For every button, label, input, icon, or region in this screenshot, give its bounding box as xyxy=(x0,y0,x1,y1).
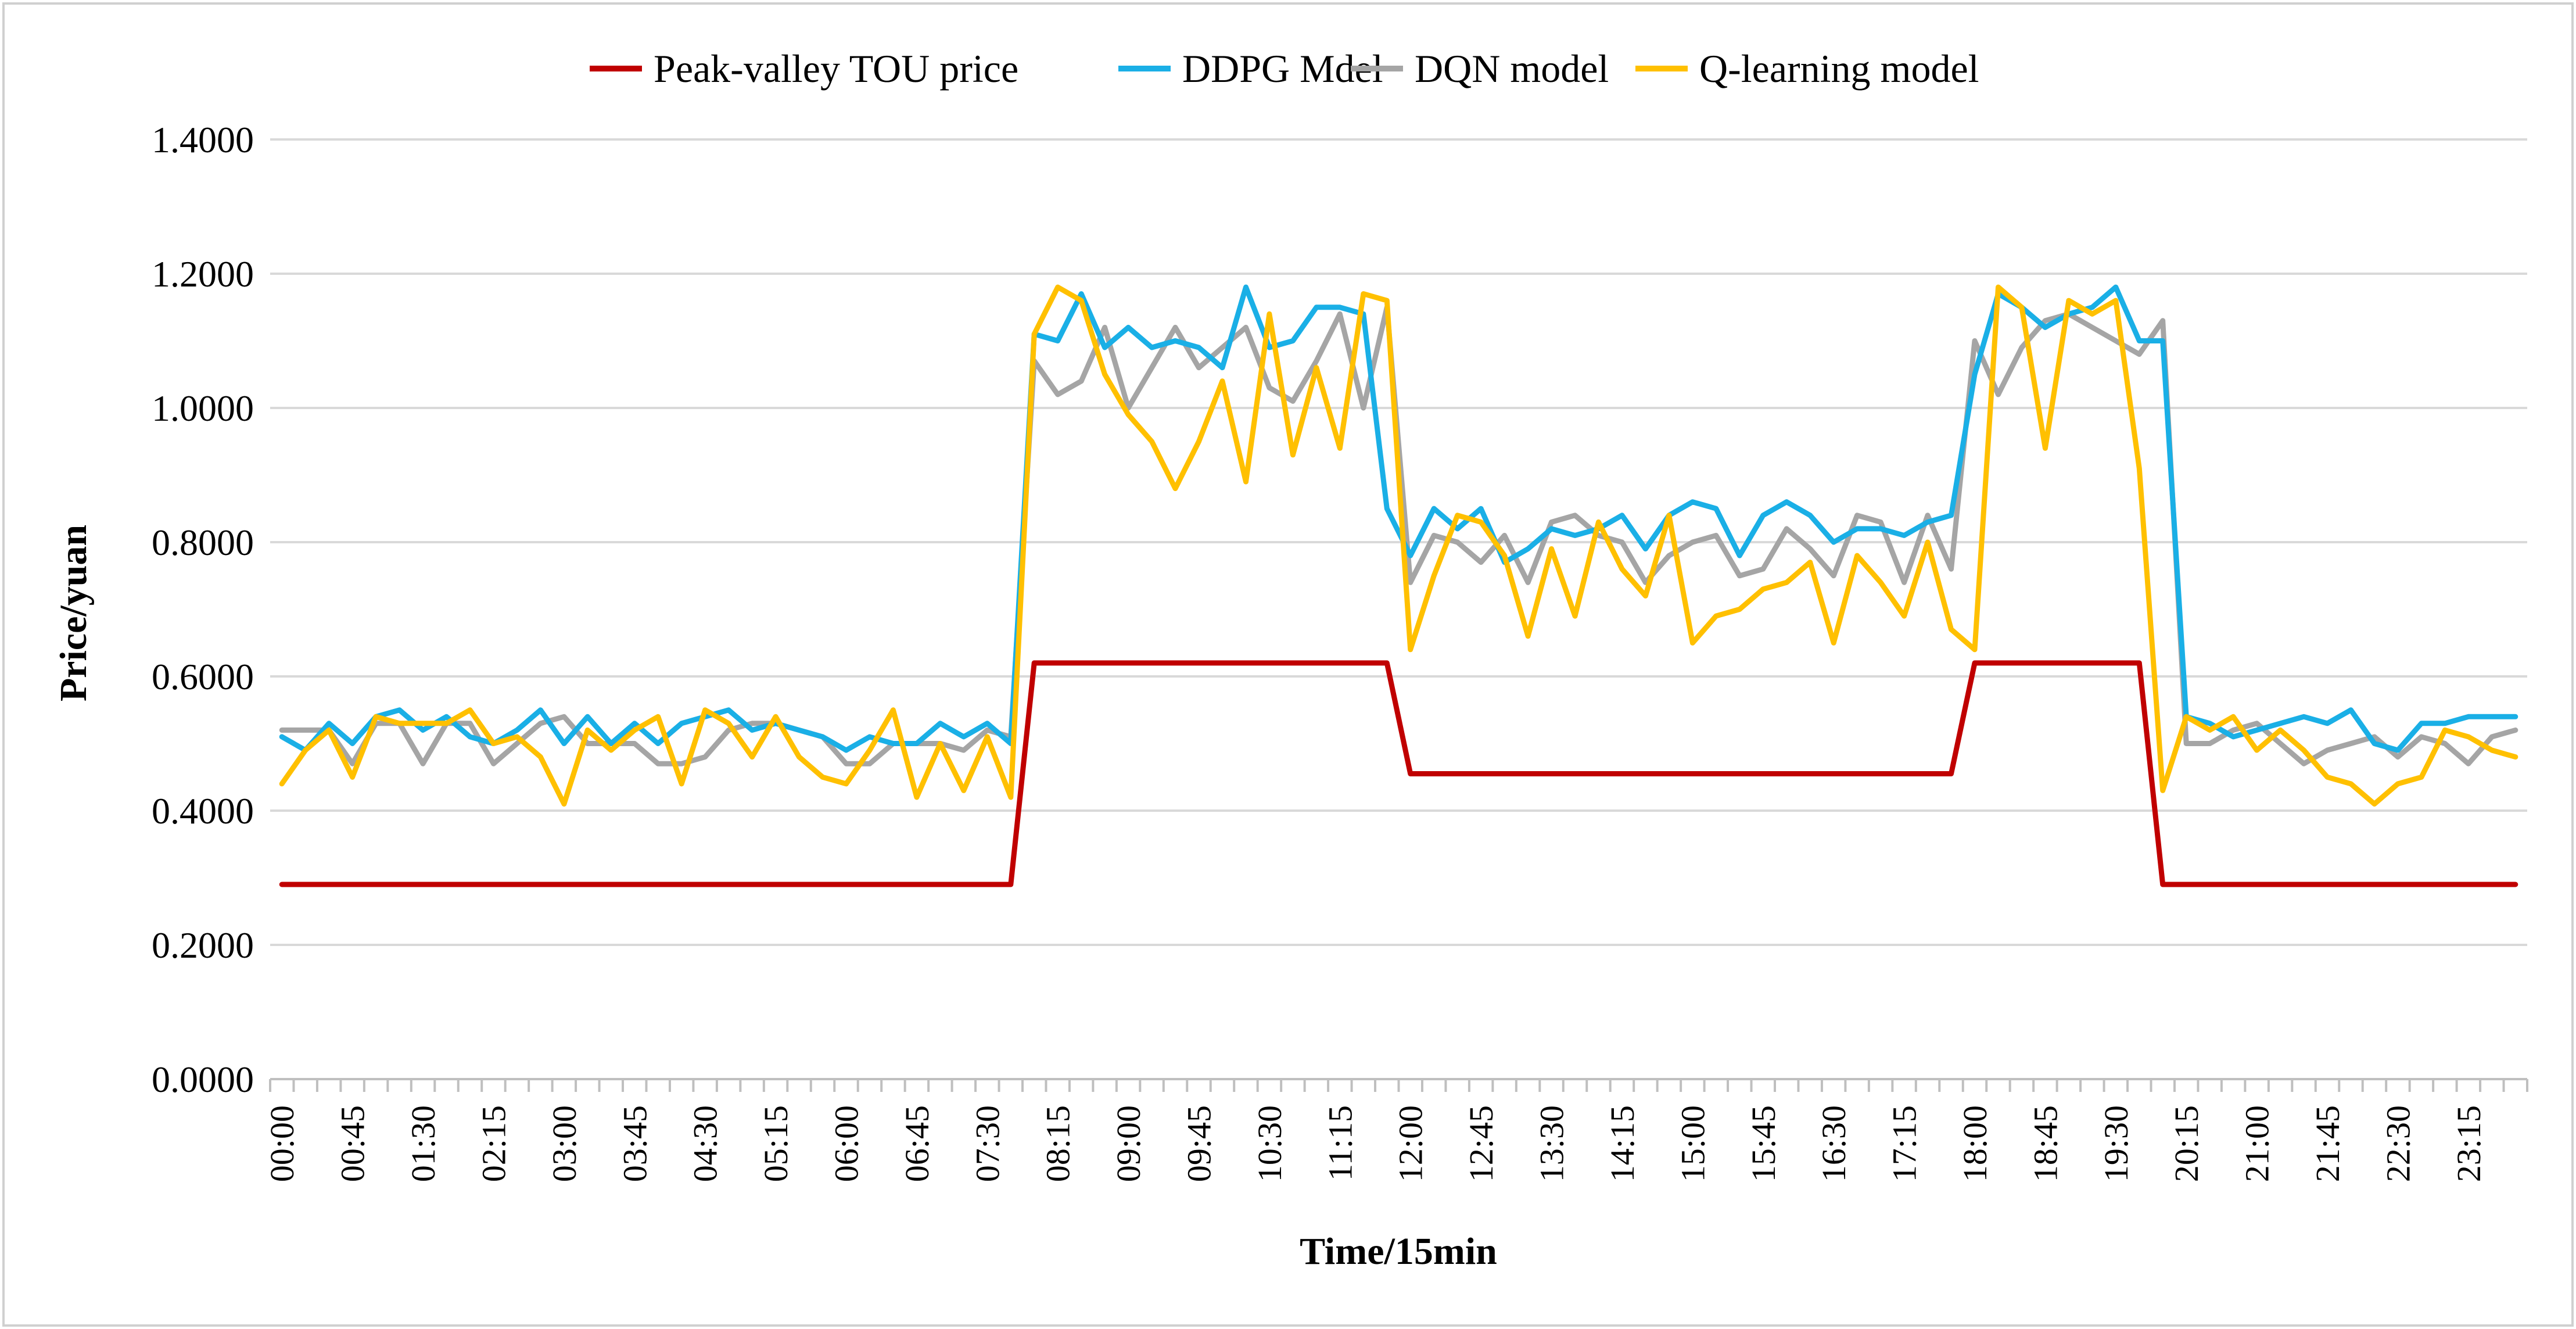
x-tick-label: 23:15 xyxy=(2450,1105,2488,1182)
y-tick-label: 0.6000 xyxy=(152,656,254,697)
x-tick-label: 08:15 xyxy=(1039,1105,1077,1182)
legend-label: Peak-valley TOU price xyxy=(654,46,1018,91)
x-tick-label: 11:15 xyxy=(1321,1105,1359,1181)
y-tick-label: 0.4000 xyxy=(152,790,254,832)
x-tick-label: 21:45 xyxy=(2309,1105,2347,1182)
x-tick-label: 09:00 xyxy=(1110,1105,1147,1182)
x-tick-label: 00:45 xyxy=(334,1105,372,1182)
series-line-peak-valley-tou-price xyxy=(279,660,2518,887)
x-tick-label: 02:15 xyxy=(475,1105,512,1182)
x-tick-label: 06:45 xyxy=(898,1105,936,1182)
x-tick-label: 13:30 xyxy=(1533,1105,1571,1182)
x-tick-label: 06:00 xyxy=(827,1105,865,1182)
x-tick-label: 07:30 xyxy=(968,1105,1006,1182)
y-tick-label: 0.8000 xyxy=(152,522,254,563)
series-line-ddpg-mdel xyxy=(279,284,2518,753)
x-tick-label: 18:45 xyxy=(2026,1105,2064,1182)
y-tick-label: 0.2000 xyxy=(152,925,254,966)
x-tick-label: 15:00 xyxy=(1674,1105,1712,1182)
x-tick-label: 21:00 xyxy=(2238,1105,2276,1182)
x-tick-label: 03:45 xyxy=(616,1105,654,1182)
x-tick-label: 10:30 xyxy=(1251,1105,1289,1182)
legend-label: DQN model xyxy=(1415,46,1609,91)
y-tick-label: 1.4000 xyxy=(152,119,254,160)
x-tick-label: 00:00 xyxy=(263,1105,301,1182)
x-tick-label: 18:00 xyxy=(1956,1105,1994,1182)
x-tick-label: 19:30 xyxy=(2097,1105,2135,1182)
x-tick-label: 15:45 xyxy=(1745,1105,1782,1182)
y-tick-label: 1.0000 xyxy=(152,388,254,429)
legend: Peak-valley TOU price DDPG Mdel DQN model Q… xyxy=(590,46,1979,91)
data-series xyxy=(279,284,2518,887)
y-axis-title: Price/yuan xyxy=(52,525,95,701)
x-tick-label: 09:45 xyxy=(1181,1105,1218,1182)
gridlines xyxy=(270,138,2527,946)
y-tick-label: 0.0000 xyxy=(152,1059,254,1100)
x-tick-label: 12:00 xyxy=(1392,1105,1430,1182)
x-tick-label: 17:15 xyxy=(1886,1105,1924,1182)
x-tick-label: 14:15 xyxy=(1603,1105,1641,1182)
series-line-q-learning-model xyxy=(279,284,2518,807)
x-tick-label: 12:45 xyxy=(1462,1105,1500,1182)
x-tick-label: 01:30 xyxy=(404,1105,442,1182)
x-tick-label: 04:30 xyxy=(687,1105,724,1182)
x-axis-title: Time/15min xyxy=(1300,1230,1497,1273)
x-tick-label: 16:30 xyxy=(1815,1105,1853,1182)
x-tick-label: 22:30 xyxy=(2379,1105,2417,1182)
x-tick-label: 05:15 xyxy=(757,1105,795,1182)
legend-label: Q-learning model xyxy=(1699,46,1979,91)
axes: 0.0000 0.2000 0.4000 0.6000 0.8000 1.0000 1.20… xyxy=(152,119,2528,1182)
legend-label: DDPG Mdel xyxy=(1182,46,1383,91)
x-tick-label: 20:15 xyxy=(2168,1105,2205,1182)
x-tick-label: 03:00 xyxy=(546,1105,583,1182)
y-tick-label: 1.2000 xyxy=(152,253,254,295)
